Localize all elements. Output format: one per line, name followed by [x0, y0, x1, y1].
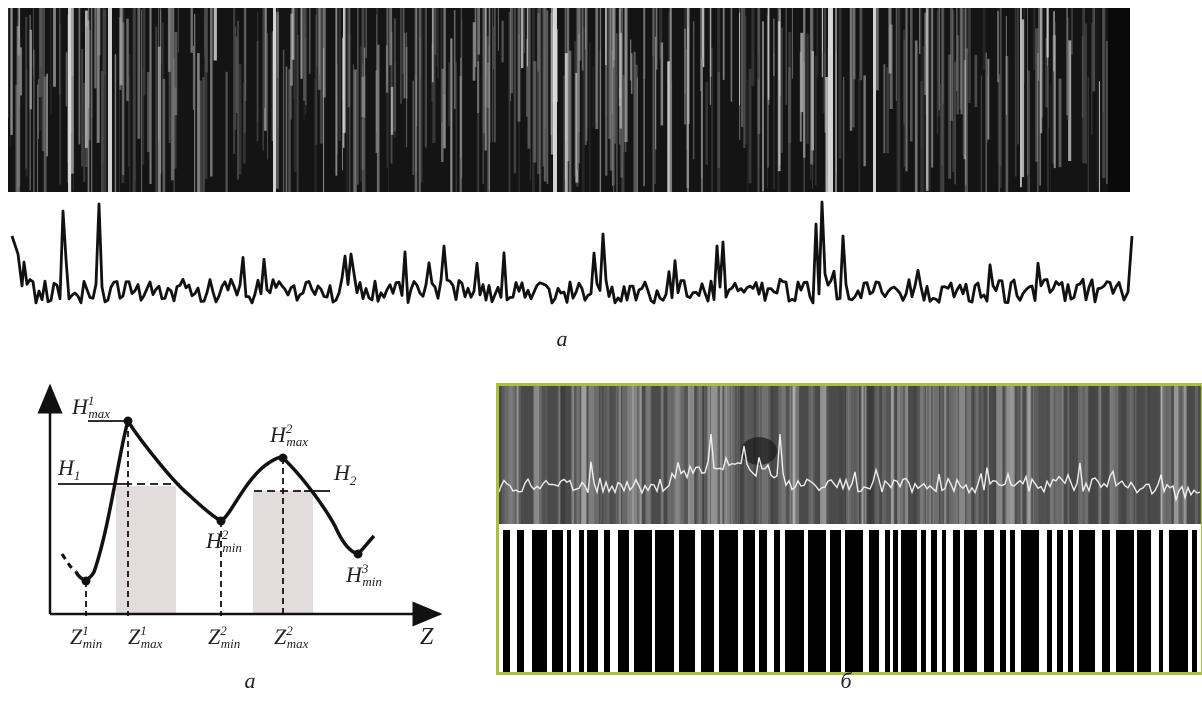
label-h2: H2: [333, 460, 357, 488]
profile-dash-start: [60, 553, 78, 574]
intensity-profile-curve: [10, 200, 1134, 305]
caption-a-top: а: [556, 326, 568, 351]
label-h-min-2: H2 min: [205, 527, 242, 555]
schematic-profile-curve: [74, 416, 376, 582]
barcode-panel: [496, 383, 1202, 675]
label-z-min-1: Z1 min: [70, 623, 102, 651]
label-z-min-2: Z2 min: [208, 623, 240, 651]
caption-a-bottom: а: [244, 668, 256, 693]
label-h-min-3: H3 min: [345, 561, 382, 589]
highlight-band-1: [116, 486, 176, 614]
grayscale-striation-photo: [499, 386, 1201, 524]
binary-barcode: [499, 530, 1201, 672]
profile-schematic: H1 max H1 H2 max H2 H2 min H3 min Z1 min Z1 ma…: [37, 383, 443, 651]
z-axis-label: Z: [420, 624, 434, 650]
label-z-max-2: Z2 max: [274, 623, 309, 651]
point-h-min-3: [353, 549, 363, 559]
striation-photo: [8, 8, 1130, 192]
label-h-max-2: H2 max: [269, 421, 308, 449]
label-z-max-1: Z1 max: [128, 623, 163, 651]
label-h-max-1: H1 max: [71, 393, 110, 421]
label-h1: H1: [57, 455, 80, 483]
caption-b: б: [840, 668, 852, 693]
